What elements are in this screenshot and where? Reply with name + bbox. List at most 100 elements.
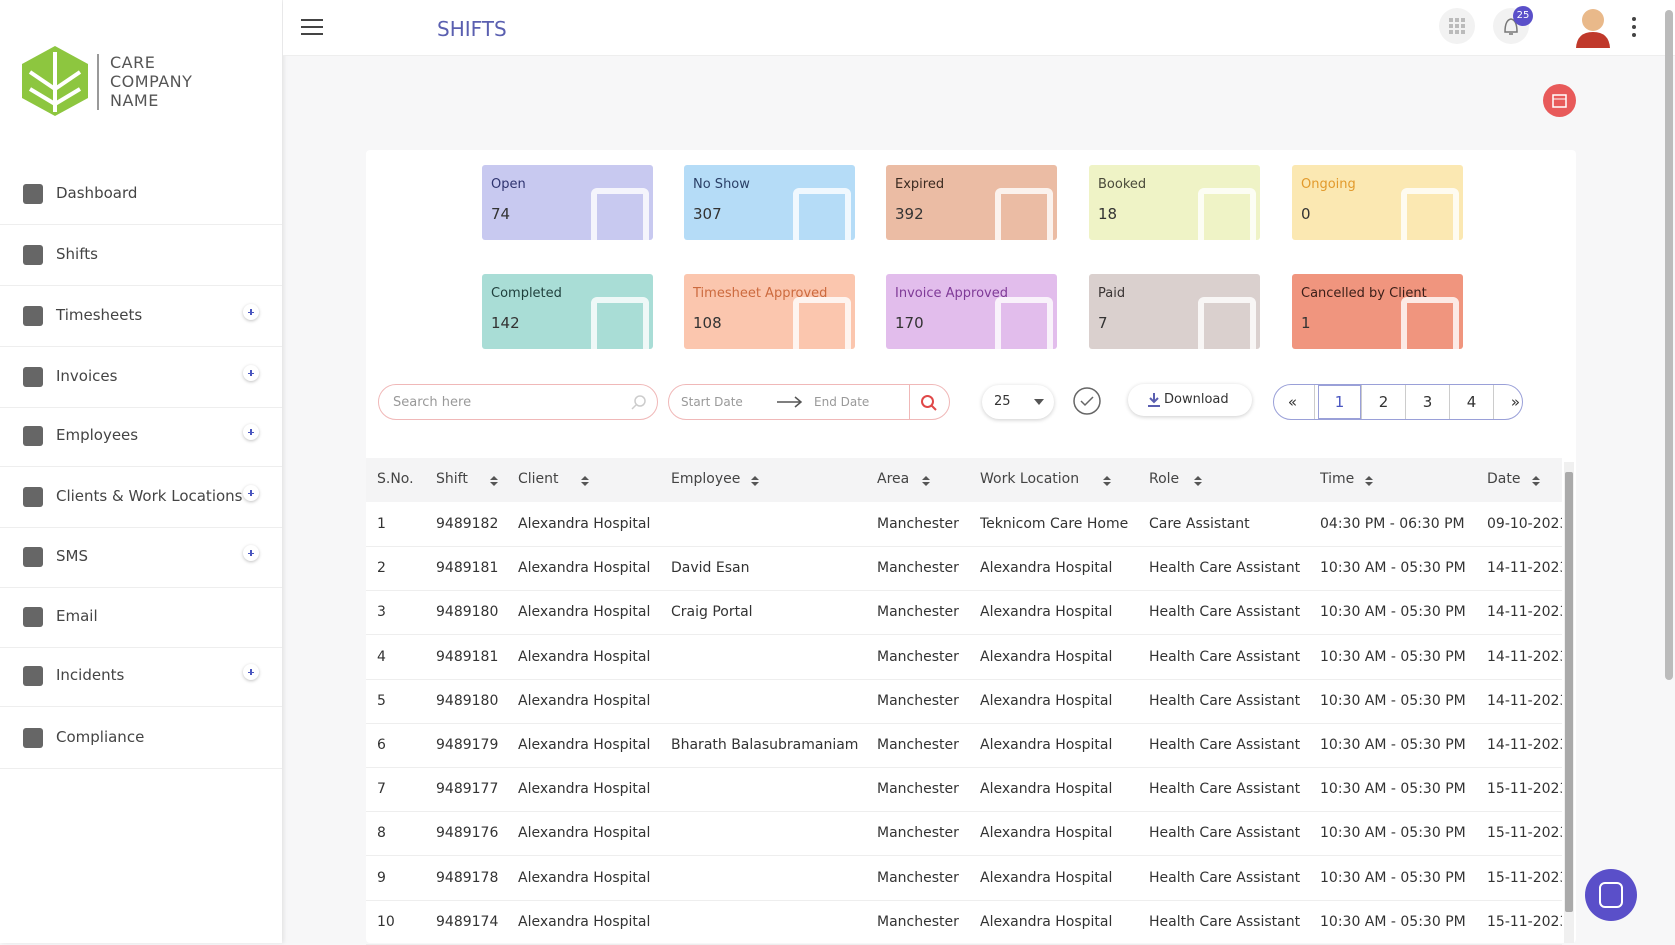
nav-label: Employees xyxy=(56,426,139,444)
column-header[interactable]: Date xyxy=(1487,471,1521,487)
sort-icon[interactable] xyxy=(489,475,499,487)
table-cell: 14-11-2023 xyxy=(1487,560,1562,577)
table-cell: Manchester xyxy=(877,692,959,709)
stat-card[interactable]: Expired 392 xyxy=(886,165,1057,240)
nav-item[interactable]: Dashboard xyxy=(0,164,282,225)
page-size: 25 xyxy=(994,394,1011,409)
card-icon xyxy=(591,297,649,349)
table-cell: 04:30 PM - 06:30 PM xyxy=(1320,516,1465,532)
stat-label: Invoice Approved xyxy=(895,286,1008,301)
table-cell: 09-10-2023 xyxy=(1487,516,1562,532)
stat-label: Expired xyxy=(895,177,945,192)
table-cell: 14-11-2023 xyxy=(1487,737,1562,753)
table-header xyxy=(366,458,1562,502)
table-cell: Teknicom Care Home xyxy=(980,516,1129,532)
sort-icon[interactable] xyxy=(1193,475,1203,487)
column-header[interactable]: Employee xyxy=(671,471,741,487)
table-cell: 10:30 AM - 05:30 PM xyxy=(1320,648,1466,665)
nav-item[interactable]: Clients & Work Locations xyxy=(0,467,282,528)
table-cell: 10:30 AM - 05:30 PM xyxy=(1320,604,1466,621)
nav-item[interactable]: Shifts xyxy=(0,225,282,286)
date-range[interactable]: Start Date End Date xyxy=(668,384,950,420)
page-button[interactable]: 2 xyxy=(1362,385,1406,419)
nav-label: SMS xyxy=(56,547,88,565)
nav-item[interactable]: SMS xyxy=(0,527,282,588)
column-header[interactable]: Role xyxy=(1149,471,1180,487)
column-header[interactable]: Shift xyxy=(436,471,468,487)
expand-button[interactable] xyxy=(243,545,259,561)
sort-icon[interactable] xyxy=(921,475,931,487)
logo-icon xyxy=(22,46,88,116)
download-button[interactable]: Download xyxy=(1128,384,1252,416)
stat-value: 307 xyxy=(693,205,722,223)
column-header[interactable]: Work Location xyxy=(980,471,1080,487)
nav-item[interactable]: Incidents xyxy=(0,646,282,707)
page-button[interactable]: 3 xyxy=(1406,385,1450,419)
table-cell: 14-11-2023 xyxy=(1487,648,1562,665)
table-cell: 14-11-2023 xyxy=(1487,604,1562,621)
stat-value: 392 xyxy=(895,205,924,223)
table-cell: Manchester xyxy=(877,604,959,621)
stat-card[interactable]: Ongoing 0 xyxy=(1292,165,1463,240)
page-title: SHIFTS xyxy=(437,17,507,41)
sort-icon[interactable] xyxy=(1531,475,1541,487)
nav-label: Clients & Work Locations xyxy=(56,487,243,505)
menu-button[interactable] xyxy=(301,18,323,36)
table-cell: 8 xyxy=(377,825,386,842)
expand-button[interactable] xyxy=(243,304,259,320)
table-cell: Health Care Assistant xyxy=(1149,913,1301,930)
notifications-button[interactable]: 25 xyxy=(1493,6,1533,44)
notification-badge: 25 xyxy=(1513,6,1533,26)
table-cell: Manchester xyxy=(877,648,959,665)
nav-item[interactable]: Compliance xyxy=(0,708,282,769)
table-cell: Alexandra Hospital xyxy=(518,560,651,577)
stat-card[interactable]: Cancelled by Client 1 xyxy=(1292,274,1463,349)
select-all-button[interactable] xyxy=(1072,386,1102,416)
table-cell: 4 xyxy=(377,648,386,665)
stat-card[interactable]: Completed 142 xyxy=(482,274,653,349)
sort-icon[interactable] xyxy=(1364,475,1374,487)
expand-button[interactable] xyxy=(243,424,259,440)
page-button[interactable]: 4 xyxy=(1450,385,1494,419)
search-input[interactable]: Search here xyxy=(378,384,658,420)
table-cell: Manchester xyxy=(877,560,959,577)
expand-button[interactable] xyxy=(243,664,259,680)
page-button[interactable]: « xyxy=(1274,385,1315,419)
sort-icon[interactable] xyxy=(750,475,760,487)
nav-item[interactable]: Invoices xyxy=(0,347,282,408)
page-button[interactable]: » xyxy=(1510,393,1521,411)
column-header[interactable]: Client xyxy=(518,471,559,487)
table-cell: Health Care Assistant xyxy=(1149,692,1301,709)
table-cell: 3 xyxy=(377,604,386,621)
expand-button[interactable] xyxy=(243,485,259,501)
sort-icon[interactable] xyxy=(580,475,590,487)
nav-item[interactable]: Email xyxy=(0,587,282,648)
stat-card[interactable]: Timesheet Approved 108 xyxy=(684,274,855,349)
more-button[interactable] xyxy=(1631,16,1637,38)
search-button[interactable] xyxy=(920,394,938,412)
apps-button[interactable] xyxy=(1439,8,1475,44)
chat-button[interactable] xyxy=(1585,869,1637,921)
stat-card[interactable]: Paid 7 xyxy=(1089,274,1260,349)
calendar-button[interactable] xyxy=(1543,84,1576,117)
table-cell: 9489174 xyxy=(436,913,499,930)
stat-card[interactable]: Booked 18 xyxy=(1089,165,1260,240)
table-cell: Bharath Balasubramaniam xyxy=(671,737,859,753)
expand-button[interactable] xyxy=(243,365,259,381)
avatar[interactable] xyxy=(1573,4,1613,48)
nav-item[interactable]: Employees xyxy=(0,406,282,467)
stat-card[interactable]: Open 74 xyxy=(482,165,653,240)
nav-item[interactable]: Timesheets xyxy=(0,286,282,347)
stat-card[interactable]: No Show 307 xyxy=(684,165,855,240)
sort-icon[interactable] xyxy=(1102,475,1112,487)
column-header[interactable]: Time xyxy=(1320,471,1355,487)
table-cell: 10:30 AM - 05:30 PM xyxy=(1320,913,1466,930)
table-cell: Health Care Assistant xyxy=(1149,648,1301,665)
stat-card[interactable]: Invoice Approved 170 xyxy=(886,274,1057,349)
table-cell: 10:30 AM - 05:30 PM xyxy=(1320,737,1466,753)
column-header[interactable]: Area xyxy=(877,471,910,487)
table-cell: Manchester xyxy=(877,869,959,886)
table-cell: 10 xyxy=(377,913,395,930)
page-button[interactable]: 1 xyxy=(1318,385,1362,419)
page-size-select[interactable]: 25 xyxy=(982,385,1054,419)
